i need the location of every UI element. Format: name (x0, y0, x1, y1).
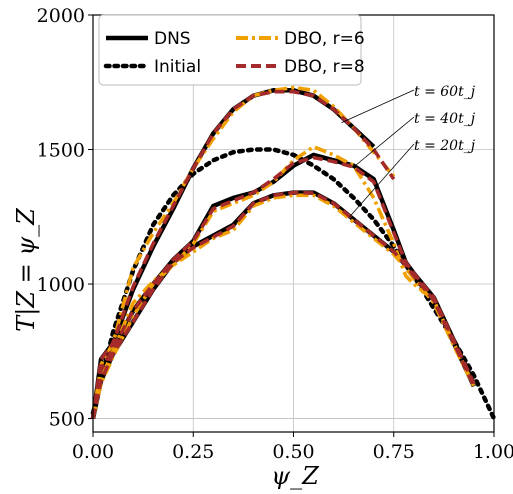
legend-label-dbo-r6: DBO, r=6 (284, 29, 365, 49)
legend-box (98, 14, 362, 86)
x-tick-label: 0.00 (72, 441, 114, 463)
legend-label-dns: DNS (154, 29, 191, 49)
annotation-t20: t = 20t_j (414, 138, 476, 154)
y-tick-label: 1000 (37, 274, 85, 296)
series-layer (90, 85, 497, 421)
y-tick-label: 2000 (37, 5, 85, 27)
annotation-t60: t = 60t_j (414, 84, 476, 100)
annotation-lines (341, 89, 415, 218)
annotation-pointer (341, 89, 415, 123)
annotation-pointer (353, 116, 415, 168)
axis-ticks: 0.00 0.25 0.50 0.75 1.00 500 1000 1500 2000 (37, 5, 513, 463)
x-tick-label: 0.75 (373, 441, 415, 463)
series-line-dns-t20 (90, 190, 476, 419)
series-line-dns-t60 (90, 88, 376, 419)
series-line-dbo-r6-t60 (91, 85, 396, 419)
series-line-dbo-r6-t40 (91, 145, 476, 419)
annotation-pointer (349, 143, 415, 218)
y-tick-label: 500 (49, 409, 85, 431)
x-axis-title: ψ_Z (271, 462, 320, 490)
x-tick-label: 0.50 (272, 441, 314, 463)
x-tick-label: 0.25 (172, 441, 214, 463)
series-line-dbo-r8-t20 (91, 190, 476, 419)
legend: DNS Initial DBO, r=6 DBO, r=8 (98, 14, 365, 86)
annotation-t40: t = 40t_j (414, 111, 476, 127)
legend-label-dbo-r8: DBO, r=8 (284, 57, 365, 77)
y-axis-title: T|Z = ψ_Z (12, 207, 41, 332)
y-tick-label: 1500 (37, 140, 85, 162)
legend-label-initial: Initial (154, 57, 201, 77)
x-tick-label: 1.00 (473, 441, 513, 463)
